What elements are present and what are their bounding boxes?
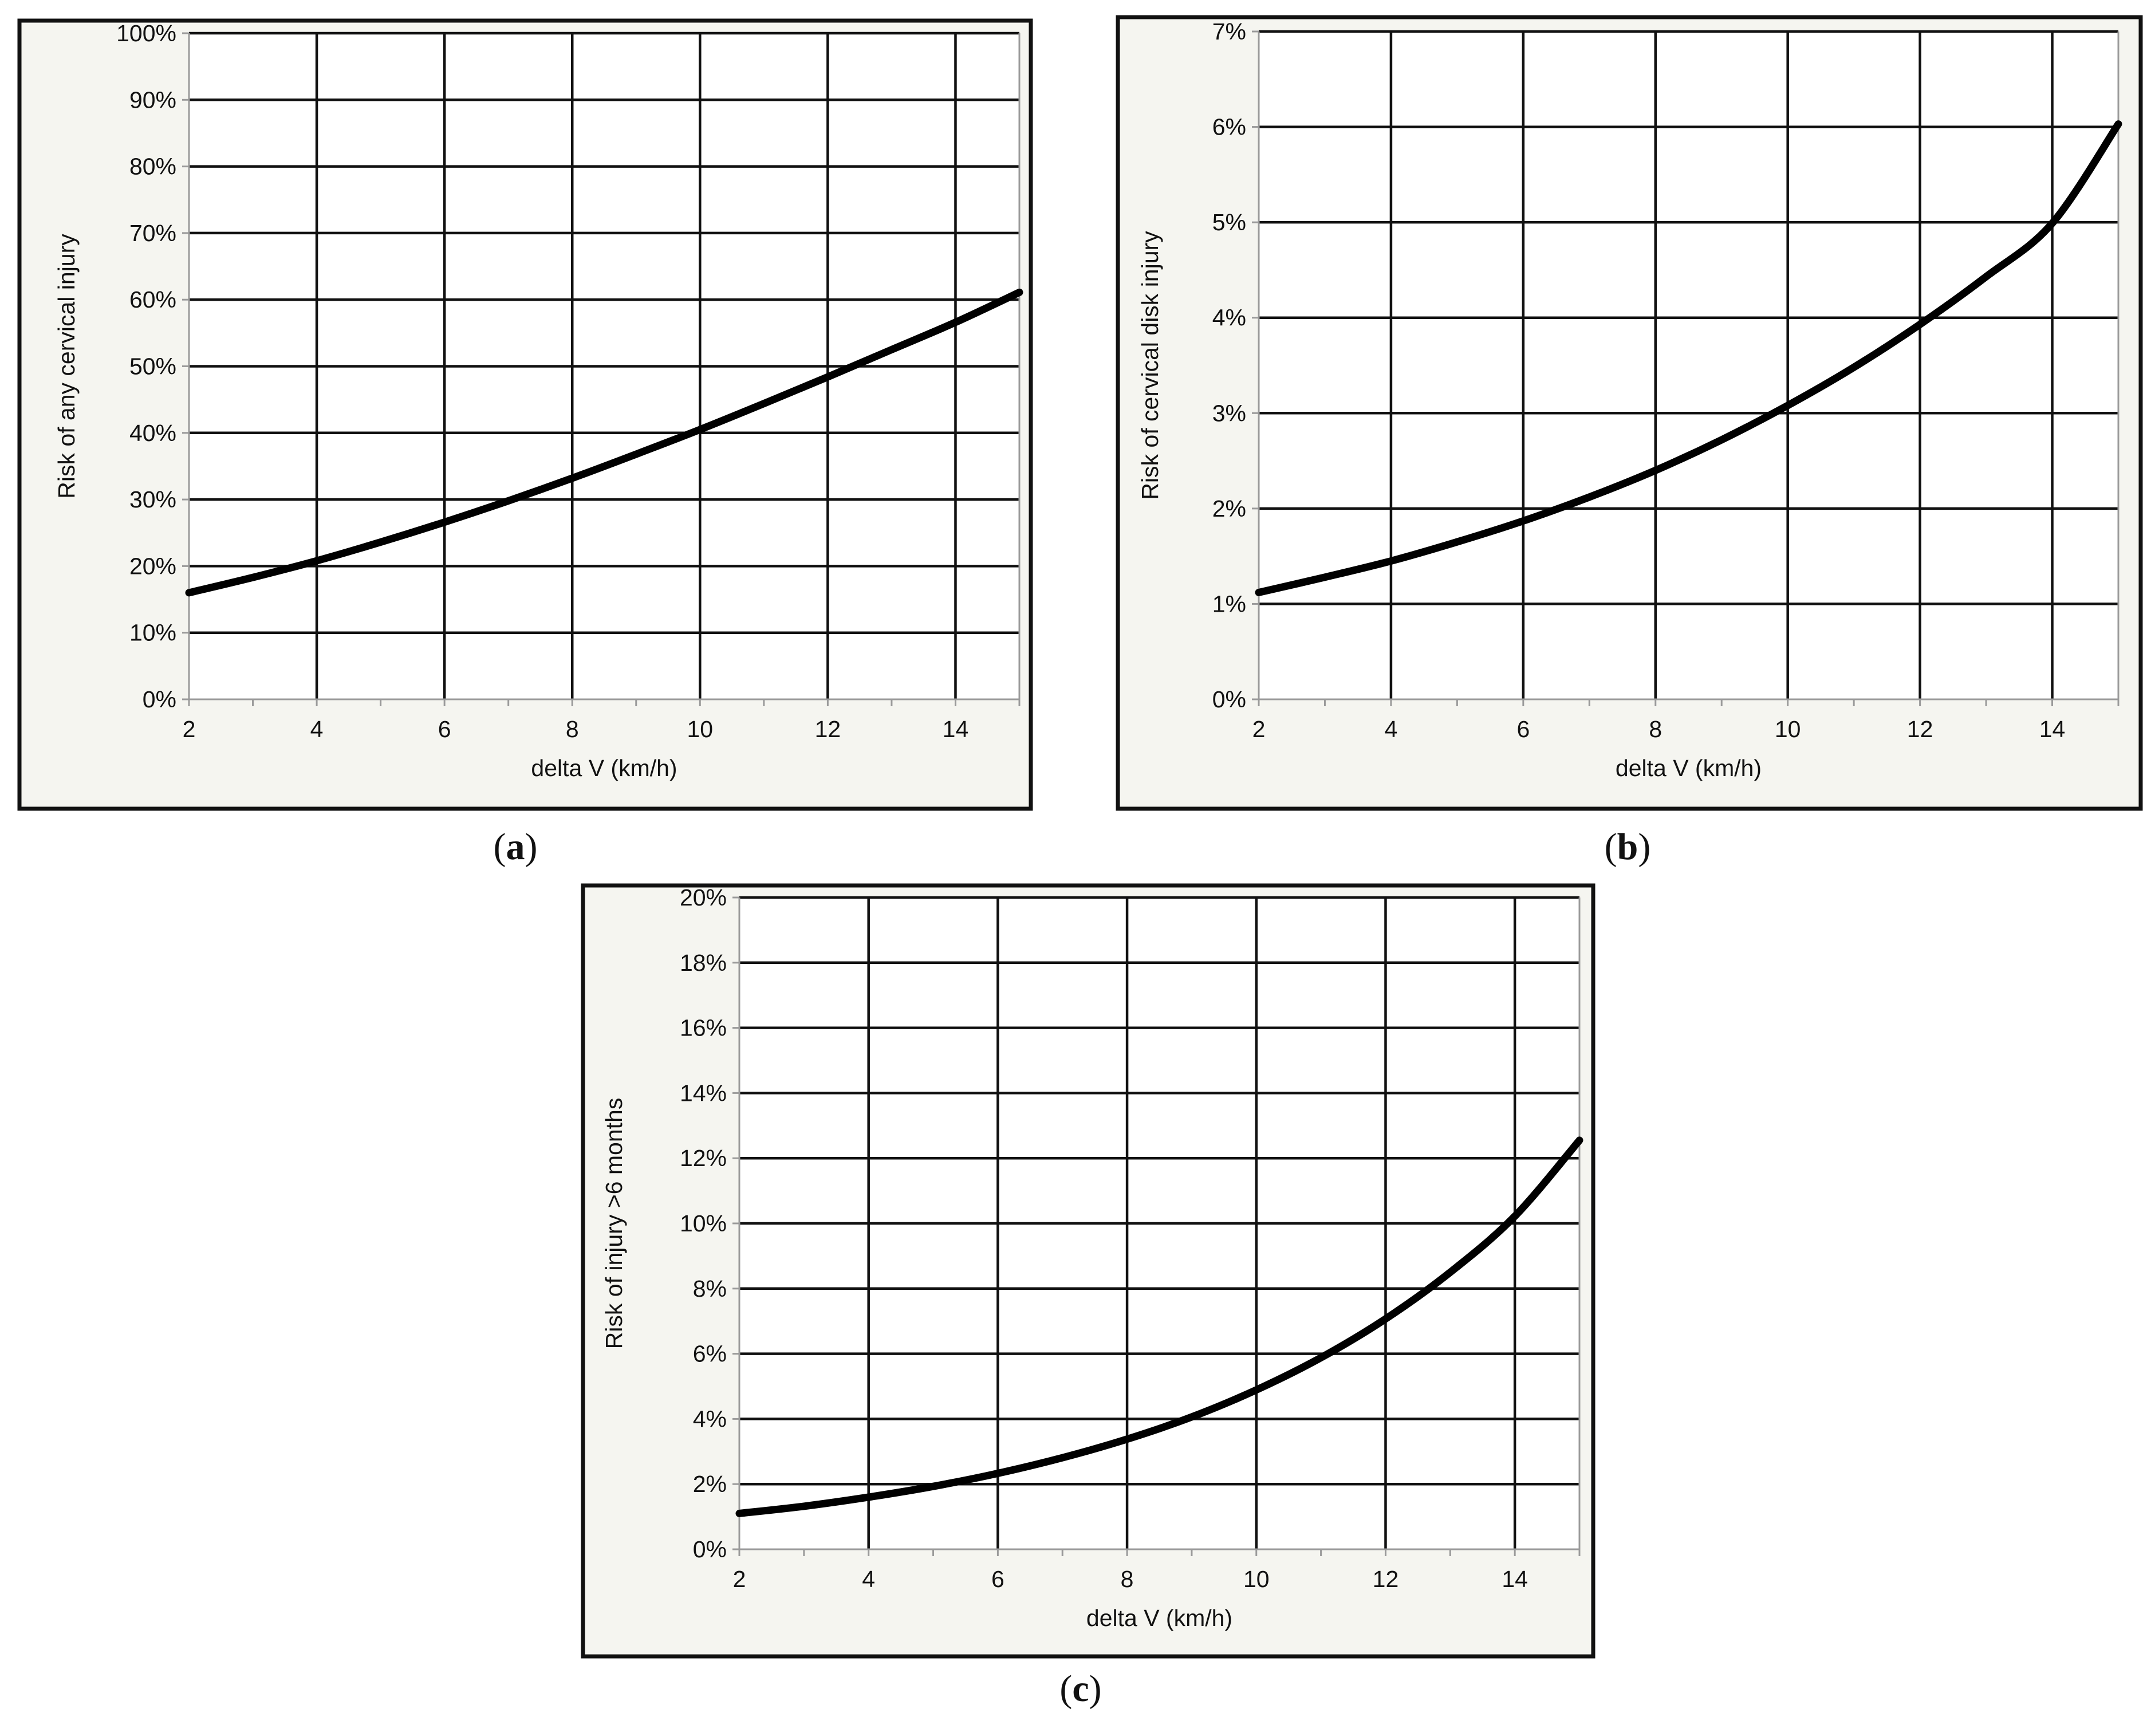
risk-curve — [185, 288, 1023, 597]
plot-area — [1259, 32, 2118, 699]
risk-curve — [735, 1136, 1583, 1517]
x-tick-label: 8 — [1121, 1566, 1134, 1592]
x-tick-label: 12 — [1907, 716, 1933, 742]
panel-caption: (c) — [1059, 1668, 1101, 1710]
y-tick-label: 30% — [129, 486, 176, 513]
x-tick-label: 2 — [733, 1566, 746, 1592]
x-tick-label: 4 — [1385, 716, 1398, 742]
y-tick-label: 2% — [1212, 495, 1246, 522]
y-tick-label: 6% — [1212, 114, 1246, 140]
y-axis-title: Risk of any cervical injury — [53, 234, 80, 499]
y-tick-label: 40% — [129, 420, 176, 446]
y-tick-label: 14% — [680, 1080, 727, 1106]
y-tick-label: 18% — [680, 950, 727, 976]
y-tick-label: 60% — [129, 286, 176, 313]
y-tick-label: 2% — [693, 1471, 727, 1497]
y-tick-label: 1% — [1212, 591, 1246, 617]
y-tick-label: 4% — [693, 1406, 727, 1432]
x-tick-label: 12 — [815, 716, 841, 742]
x-tick-label: 4 — [310, 716, 324, 742]
y-tick-label: 50% — [129, 353, 176, 380]
x-tick-label: 8 — [1649, 716, 1662, 742]
x-tick-label: 6 — [438, 716, 451, 742]
chart-panel-a: 0% 10% 20% 30% 40% 50% 60% 70% 80% 90% 100% 2 4 6 8 10 1… — [17, 18, 1033, 811]
y-tick-label: 16% — [680, 1015, 727, 1041]
x-tick-label: 6 — [1516, 716, 1530, 742]
y-tick-label: 90% — [129, 86, 176, 113]
y-axis-title: Risk of cervical disk injury — [1137, 231, 1163, 500]
x-axis-title: delta V (km/h) — [1616, 755, 1762, 781]
chart-panel-c: 0% 2% 4% 6% 8% 10% 12% 14% 16% 18% 20% 2 4 6 8 10 12 14 de… — [581, 883, 1595, 1659]
x-tick-label: 6 — [991, 1566, 1004, 1592]
y-tick-label: 20% — [129, 553, 176, 579]
x-tick-label: 14 — [2039, 716, 2066, 742]
y-tick-label: 6% — [693, 1341, 727, 1367]
x-tick-label: 14 — [943, 716, 969, 742]
x-axis-title: delta V (km/h) — [1086, 1605, 1232, 1631]
x-tick-label: 12 — [1373, 1566, 1399, 1592]
chart-panel-b: 0% 1% 2% 3% 4% 5% 6% 7% 2 4 6 8 10 12 14 delta V (km/h)… — [1116, 15, 2143, 811]
y-tick-label: 80% — [129, 153, 176, 180]
y-tick-label: 4% — [1212, 305, 1246, 331]
x-tick-label: 8 — [566, 716, 579, 742]
y-tick-label: 70% — [129, 220, 176, 246]
y-axis-title: Risk of injury >6 months — [601, 1098, 627, 1349]
y-tick-label: 0% — [693, 1536, 727, 1562]
x-tick-label: 10 — [1775, 716, 1801, 742]
y-tick-label: 5% — [1212, 209, 1246, 235]
y-tick-label: 100% — [116, 20, 176, 46]
x-tick-label: 10 — [1243, 1566, 1270, 1592]
panel-caption: (b) — [1605, 826, 1651, 868]
y-tick-label: 0% — [143, 686, 176, 712]
y-tick-label: 0% — [1212, 686, 1246, 712]
panel-caption: (a) — [494, 826, 538, 868]
x-tick-label: 10 — [687, 716, 714, 742]
y-tick-label: 12% — [680, 1145, 727, 1171]
y-tick-label: 10% — [680, 1210, 727, 1237]
x-tick-label: 2 — [1252, 716, 1266, 742]
y-tick-label: 7% — [1212, 18, 1246, 45]
y-tick-label: 20% — [680, 884, 727, 911]
x-axis-title: delta V (km/h) — [531, 755, 677, 781]
x-tick-label: 4 — [862, 1566, 875, 1592]
x-tick-label: 14 — [1502, 1566, 1528, 1592]
y-tick-label: 8% — [693, 1276, 727, 1302]
x-tick-label: 2 — [183, 716, 196, 742]
y-tick-label: 10% — [129, 620, 176, 646]
risk-curve — [1255, 120, 2122, 596]
y-tick-label: 3% — [1212, 400, 1246, 426]
